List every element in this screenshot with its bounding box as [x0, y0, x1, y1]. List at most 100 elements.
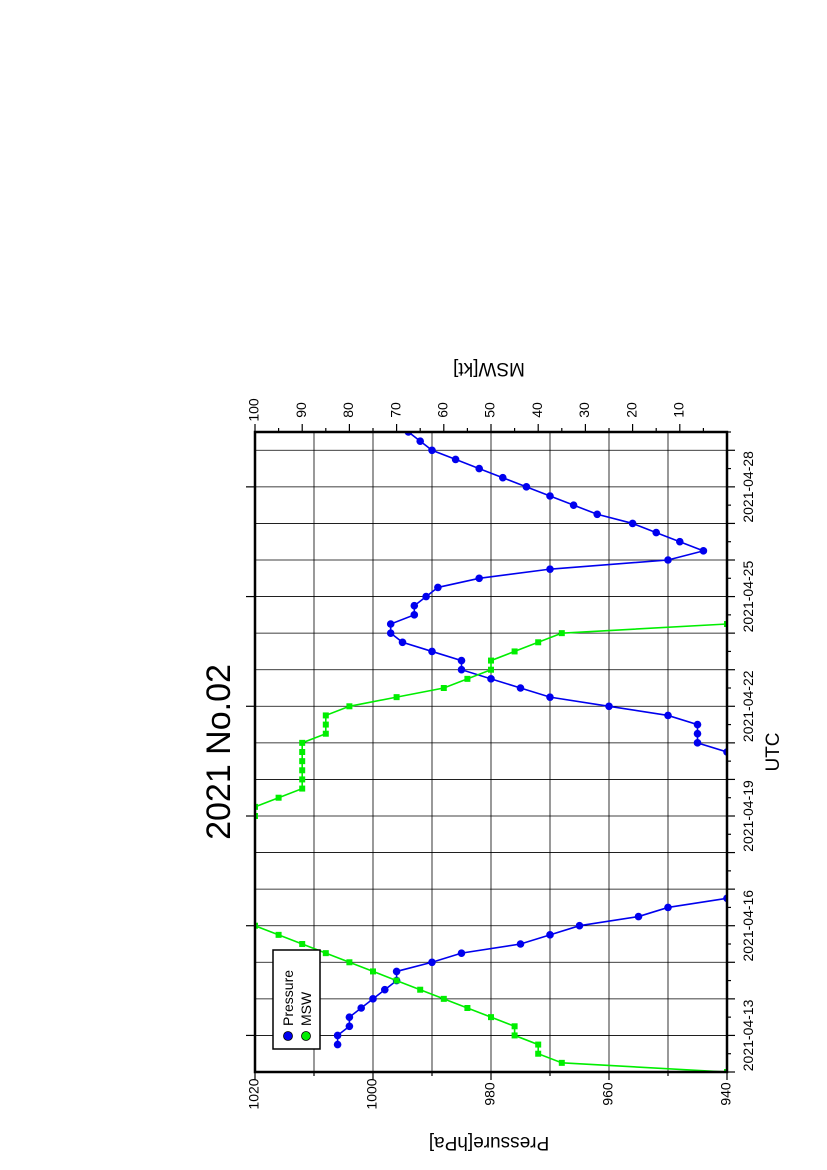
data-point-pressure [392, 967, 401, 976]
data-point-pressure [386, 629, 395, 637]
label-layer: 2021-04-13 2021-04-16 2021-04-19 2021-04-22… [246, 398, 756, 1109]
data-point-msw [299, 776, 306, 783]
x-axis-title: UTC [763, 732, 784, 771]
data-point-pressure [410, 611, 419, 619]
data-point-pressure [357, 1004, 366, 1012]
data-point-pressure [664, 711, 672, 720]
data-point-msw [299, 767, 306, 774]
x-tick-label: 2021-04-13 [740, 999, 756, 1071]
data-point-pressure [664, 903, 672, 912]
y-right-tick-label: 10 [671, 402, 687, 418]
y-right-tick-label: 20 [623, 402, 639, 418]
data-point-pressure [652, 528, 660, 537]
tick-layer [246, 424, 735, 1080]
data-point-msw [558, 1059, 565, 1066]
data-point-pressure [699, 547, 708, 555]
y-left-tick-label: 960 [600, 1082, 616, 1106]
data-point-msw [417, 986, 424, 993]
data-point-pressure [457, 949, 466, 957]
legend-marker-pressure [283, 1031, 293, 1041]
data-point-pressure [422, 592, 430, 601]
x-tick-label: 2021-04-19 [740, 780, 756, 852]
x-tick-label: 2021-04-16 [740, 890, 756, 962]
data-point-msw [535, 1041, 542, 1048]
data-point-msw [488, 657, 494, 664]
legend: Pressure MSW [272, 949, 321, 1050]
data-point-msw [440, 995, 447, 1002]
data-point-pressure [693, 739, 702, 747]
data-point-msw [322, 721, 329, 728]
y-left-tick-label: 980 [482, 1082, 498, 1106]
data-point-msw [299, 739, 306, 746]
data-point-pressure [546, 693, 554, 701]
data-point-msw [511, 1023, 518, 1030]
y-right-tick-label: 100 [246, 398, 262, 422]
series-line-pressure [336, 432, 727, 1045]
data-point-pressure [451, 455, 460, 464]
y-right-tick-label: 30 [576, 402, 592, 418]
data-point-pressure [475, 464, 484, 473]
data-point-msw [346, 703, 353, 710]
data-point-pressure [333, 1040, 342, 1049]
data-point-msw [255, 813, 258, 819]
y-left-tick-label: 1020 [246, 1078, 262, 1109]
data-point-msw [322, 950, 329, 957]
data-point-msw [488, 666, 494, 673]
legend-label-msw: MSW [298, 991, 314, 1026]
data-point-msw [393, 694, 400, 701]
data-point-pressure [546, 565, 554, 573]
data-point-pressure [516, 940, 525, 948]
data-point-pressure [416, 437, 425, 445]
legend-box [272, 949, 321, 1050]
series-msw [255, 621, 727, 1072]
data-point-msw [535, 1050, 542, 1057]
data-point-msw [299, 941, 306, 947]
data-point-msw [488, 1014, 494, 1021]
y-right-tick-label: 90 [293, 402, 309, 418]
data-point-msw [535, 639, 542, 646]
data-point-msw [322, 730, 329, 737]
data-point-msw [346, 959, 353, 966]
data-point-pressure [410, 601, 419, 610]
data-point-msw [464, 1005, 471, 1011]
data-point-pressure [628, 519, 637, 528]
data-point-pressure [693, 729, 702, 738]
data-point-msw [393, 977, 400, 984]
y-right-tick-label: 60 [435, 402, 451, 418]
x-tick-label: 2021-04-28 [740, 451, 756, 523]
data-point-msw [255, 803, 258, 810]
data-point-pressure [546, 931, 554, 939]
data-point-pressure [605, 702, 613, 711]
data-point-pressure [664, 556, 672, 564]
x-tick-label: 2021-04-25 [740, 561, 756, 633]
data-point-pressure [457, 665, 466, 674]
y-right-tick-label: 70 [387, 402, 403, 418]
data-point-pressure [457, 656, 466, 665]
legend-label-pressure: Pressure [280, 970, 296, 1026]
data-point-pressure [369, 995, 377, 1003]
data-point-msw [322, 712, 329, 719]
data-point-msw [558, 630, 565, 637]
data-point-pressure [386, 620, 395, 628]
data-point-pressure [569, 501, 578, 509]
data-point-msw [440, 685, 447, 691]
data-point-msw [255, 922, 258, 929]
data-point-pressure [434, 583, 442, 592]
data-point-pressure [593, 510, 601, 519]
data-point-msw [724, 621, 727, 627]
data-point-pressure [487, 675, 495, 683]
data-point-msw [724, 1069, 727, 1072]
data-point-pressure [428, 958, 436, 967]
plot-grid [254, 432, 728, 1073]
series-layer [255, 432, 727, 1072]
data-point-pressure [499, 473, 507, 482]
data-point-msw [299, 785, 306, 792]
data-point-msw [464, 675, 471, 682]
data-point-pressure [428, 446, 436, 455]
series-pressure [333, 432, 727, 1049]
data-point-msw [299, 758, 306, 765]
data-point-pressure [333, 1031, 342, 1040]
data-point-pressure [398, 638, 407, 647]
y-right-tick-label: 40 [529, 402, 545, 418]
